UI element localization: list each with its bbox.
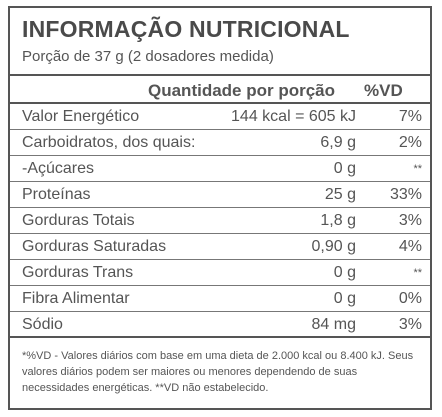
nutrient-quantity: 84 mg <box>311 316 356 333</box>
nutrient-quantity: 25 g <box>324 186 356 203</box>
nutrient-quantity: 0,90 g <box>311 238 356 255</box>
table-row: Fibra Alimentar 0 g 0% <box>10 286 430 312</box>
table-row: Gorduras Saturadas 0,90 g 4% <box>10 234 430 260</box>
nutrient-quantity: 0 g <box>333 264 356 281</box>
nutrient-name: Gorduras Saturadas <box>22 238 167 255</box>
header-daily-value: %VD <box>364 81 403 100</box>
table-row: Gorduras Trans 0 g ** <box>10 260 430 286</box>
nutrient-quantity: 0 g <box>333 160 356 177</box>
table-row: Sódio 84 mg 3% <box>10 312 430 338</box>
nutrient-daily-value: 33% <box>389 186 422 203</box>
nutrient-name: Gorduras Totais <box>22 212 135 229</box>
nutrient-name: Sódio <box>22 316 63 333</box>
table-header: Quantidade por porção %VD <box>10 74 430 104</box>
nutrient-quantity: 1,8 g <box>320 212 356 229</box>
nutrient-table: Valor Energético 144 kcal = 605 kJ 7% Ca… <box>10 104 430 338</box>
table-row: Valor Energético 144 kcal = 605 kJ 7% <box>10 104 430 130</box>
header-quantity: Quantidade por porção <box>148 81 336 100</box>
nutrient-quantity: 0 g <box>333 290 356 307</box>
table-row: Proteínas 25 g 33% <box>10 182 430 208</box>
nutrient-name: Gorduras Trans <box>22 264 134 281</box>
nutrient-daily-value: 3% <box>398 212 422 229</box>
panel-title: INFORMAÇÃO NUTRICIONAL <box>22 16 350 42</box>
nutrient-daily-value: 7% <box>398 108 422 125</box>
footnote: *%VD - Valores diários com base em uma d… <box>22 350 414 394</box>
table-row: Carboidratos, dos quais: 6,9 g 2% <box>10 130 430 156</box>
nutrient-daily-value: ** <box>413 163 422 175</box>
nutrient-daily-value: 0% <box>398 290 422 307</box>
nutrition-facts-panel: INFORMAÇÃO NUTRICIONAL Porção de 37 g (2… <box>8 6 432 410</box>
table-row: Gorduras Totais 1,8 g 3% <box>10 208 430 234</box>
nutrient-quantity: 144 kcal = 605 kJ <box>231 108 356 125</box>
nutrient-name: Carboidratos, dos quais: <box>22 134 196 151</box>
nutrient-daily-value: 4% <box>398 238 422 255</box>
nutrient-name: Fibra Alimentar <box>22 290 130 307</box>
serving-size: Porção de 37 g (2 dosadores medida) <box>22 48 274 65</box>
nutrient-name: -Açúcares <box>22 160 95 177</box>
nutrient-name: Valor Energético <box>22 108 140 125</box>
nutrient-quantity: 6,9 g <box>320 134 356 151</box>
nutrient-daily-value: 2% <box>398 134 422 151</box>
table-row: -Açúcares 0 g ** <box>10 156 430 182</box>
nutrient-daily-value: ** <box>413 267 422 279</box>
nutrient-name: Proteínas <box>22 186 91 203</box>
nutrient-daily-value: 3% <box>398 316 422 333</box>
